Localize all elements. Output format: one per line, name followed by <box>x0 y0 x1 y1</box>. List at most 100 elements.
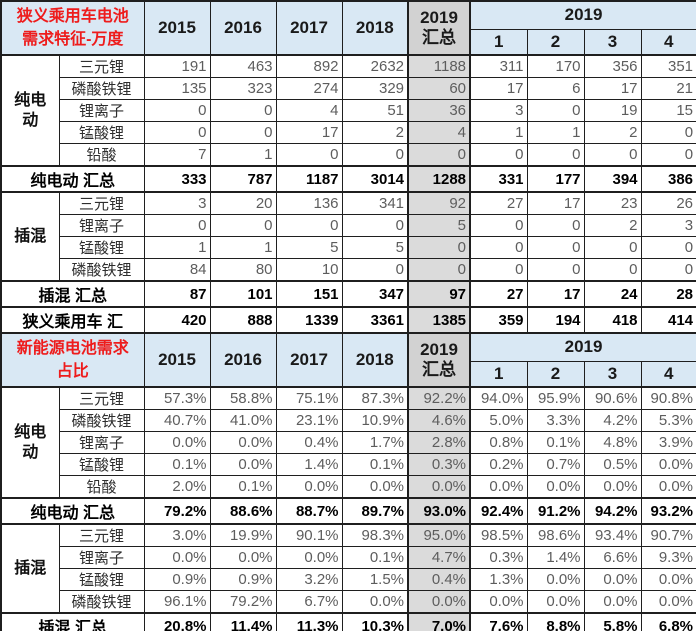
quarter-header: 4 <box>640 360 696 388</box>
value-cell: 0.0% <box>583 568 642 591</box>
value-cell: 10.9% <box>341 409 409 432</box>
value-cell: 3.0% <box>143 523 211 547</box>
row-label: 三元锂 <box>58 386 145 410</box>
value-cell: 0.0% <box>275 546 343 569</box>
summary-value: 101 <box>209 280 277 308</box>
row-label: 三元锂 <box>58 54 145 78</box>
row-label: 三元锂 <box>58 523 145 547</box>
value-cell-total: 60 <box>407 77 472 100</box>
value-cell: 0.0% <box>143 546 211 569</box>
summary-label: 插混 汇总 <box>0 280 145 308</box>
value-cell: 0.1% <box>526 431 585 454</box>
row-label: 磷酸铁锂 <box>58 590 145 614</box>
table-row: 磷酸铁锂 40.7% 41.0% 23.1% 10.9% 4.6% 5.0% 3… <box>1 409 696 432</box>
value-cell: 0.0% <box>526 590 585 614</box>
quarter-header: 1 <box>469 28 528 56</box>
quarter-header: 2 <box>526 360 585 388</box>
value-cell: 356 <box>583 54 642 78</box>
value-cell: 19 <box>583 99 642 122</box>
value-cell: 80 <box>209 258 277 282</box>
year-header: 2016 <box>209 0 277 56</box>
table-row: 铅酸 2.0% 0.1% 0.0% 0.0% 0.0% 0.0% 0.0% 0.… <box>1 475 696 499</box>
grand-total-label: 狭义乘用车 汇 <box>0 306 145 334</box>
value-cell: 311 <box>469 54 528 78</box>
value-cell: 5 <box>275 236 343 259</box>
value-cell: 0.2% <box>469 453 528 476</box>
row-label: 铅酸 <box>58 475 145 499</box>
value-cell: 7 <box>143 143 211 167</box>
value-cell: 0 <box>143 99 211 122</box>
value-cell: 0.0% <box>526 475 585 499</box>
value-cell: 0 <box>526 143 585 167</box>
value-cell: 329 <box>341 77 409 100</box>
summary-value-total: 93.0% <box>407 497 472 525</box>
value-cell: 5.3% <box>640 409 696 432</box>
summary-value-total: 97 <box>407 280 472 308</box>
table-row: 纯电 动 三元锂 191 463 892 2632 1188 311 170 3… <box>0 54 696 167</box>
value-cell: 6.7% <box>275 590 343 614</box>
value-cell: 0.3% <box>469 546 528 569</box>
value-cell: 0.9% <box>209 568 277 591</box>
value-cell: 0 <box>209 121 277 144</box>
table-row: 锰酸锂 0.9% 0.9% 3.2% 1.5% 0.4% 1.3% 0.0% 0… <box>1 568 696 591</box>
summary-value: 333 <box>143 165 211 193</box>
header-row-quarters: 1 2 3 4 <box>1 28 696 56</box>
summary-value: 3014 <box>341 165 409 193</box>
row-label: 磷酸铁锂 <box>58 77 145 100</box>
summary-value: 89.7% <box>341 497 409 525</box>
value-cell: 0 <box>583 143 642 167</box>
value-cell: 0 <box>469 258 528 282</box>
section-share: 新能源电池需求 占比 2015 2016 2017 2018 2019 汇总 2… <box>0 332 696 631</box>
value-cell: 0.0% <box>526 568 585 591</box>
summary-value: 331 <box>469 165 528 193</box>
value-cell: 323 <box>209 77 277 100</box>
value-cell: 0 <box>341 143 409 167</box>
value-cell: 17 <box>583 77 642 100</box>
value-cell: 10 <box>275 258 343 282</box>
value-cell: 0 <box>469 236 528 259</box>
value-cell: 0.0% <box>341 475 409 499</box>
grand-total-value: 194 <box>526 306 585 334</box>
table-row: 锂离子 0.0% 0.0% 0.0% 0.1% 4.7% 0.3% 1.4% 6… <box>1 546 696 569</box>
value-cell: 0.0% <box>583 590 642 614</box>
table-row: 锂离子 0 0 4 51 36 3 0 19 15 <box>1 99 696 122</box>
value-cell: 0 <box>640 236 696 259</box>
quarter-header: 2 <box>526 28 585 56</box>
value-cell: 0 <box>640 121 696 144</box>
total-col-header: 2019 汇总 <box>407 0 472 56</box>
value-cell: 4 <box>275 99 343 122</box>
summary-value: 27 <box>469 280 528 308</box>
value-cell: 2632 <box>341 54 409 78</box>
value-cell: 0 <box>275 143 343 167</box>
summary-row-bev: 纯电动 汇总 333 787 1187 3014 1288 331 177 39… <box>0 165 696 193</box>
table-row: 插混 三元锂 3.0% 19.9% 90.1% 98.3% 95.0% 98.5… <box>0 523 696 614</box>
grand-total-value: 418 <box>583 306 642 334</box>
value-cell: 96.1% <box>143 590 211 614</box>
value-cell-total: 36 <box>407 99 472 122</box>
value-cell: 0 <box>526 236 585 259</box>
value-cell-total: 0 <box>407 143 472 167</box>
value-cell: 23.1% <box>275 409 343 432</box>
grand-total-value: 888 <box>209 306 277 334</box>
table-row: 插混 三元锂 3 20 136 341 92 27 17 23 26 <box>0 191 696 282</box>
summary-value: 24 <box>583 280 642 308</box>
value-cell: 3.3% <box>526 409 585 432</box>
value-cell: 0.0% <box>143 431 211 454</box>
table-row: 锂离子 0.0% 0.0% 0.4% 1.7% 2.8% 0.8% 0.1% 4… <box>1 431 696 454</box>
value-cell: 17 <box>469 77 528 100</box>
row-label: 锰酸锂 <box>58 568 145 591</box>
value-cell: 1.5% <box>341 568 409 591</box>
value-cell: 21 <box>640 77 696 100</box>
year-header: 2015 <box>143 0 211 56</box>
header-row-quarters: 1 2 3 4 <box>1 360 696 388</box>
summary-row-bev: 纯电动 汇总 79.2% 88.6% 88.7% 89.7% 93.0% 92.… <box>0 497 696 525</box>
table-row: 锰酸锂 0 0 17 2 4 1 1 2 0 <box>1 121 696 144</box>
value-cell: 463 <box>209 54 277 78</box>
value-cell: 58.8% <box>209 386 277 410</box>
quarter-group-header: 2019 <box>469 332 696 362</box>
value-cell-total: 2.8% <box>407 431 472 454</box>
value-cell: 0 <box>526 99 585 122</box>
value-cell: 0.0% <box>209 453 277 476</box>
table-row: 磷酸铁锂 135 323 274 329 60 17 6 17 21 <box>1 77 696 100</box>
section-demand: 狭义乘用车电池 需求特征-万度 2015 2016 2017 2018 2019… <box>0 0 696 334</box>
